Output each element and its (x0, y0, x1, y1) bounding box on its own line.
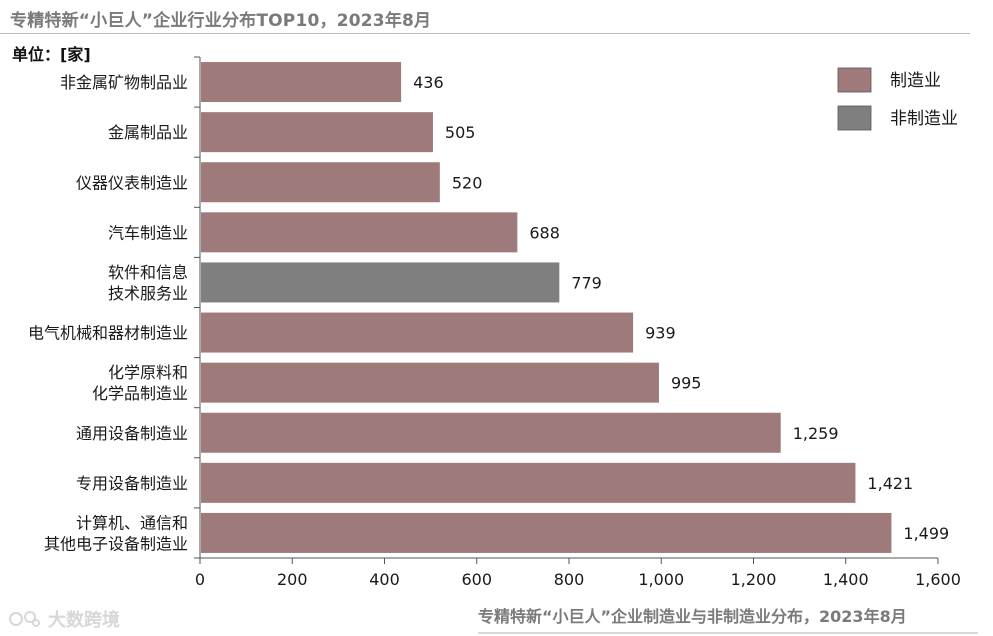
watermark-logo-icon (9, 611, 40, 627)
bar (201, 462, 856, 503)
data-label: 688 (529, 223, 560, 242)
bar (201, 62, 402, 103)
data-label: 520 (452, 173, 483, 192)
category-label: 电气机械和器材制造业 (28, 324, 188, 343)
bar (201, 412, 781, 453)
category-label: 其他电子设备制造业 (44, 534, 188, 553)
data-label: 1,259 (793, 424, 839, 443)
bar (201, 512, 892, 553)
data-label: 436 (413, 73, 444, 92)
watermark-text: 大数跨境 (48, 610, 120, 631)
title-divider (0, 33, 970, 34)
watermark: 大数跨境 (8, 606, 120, 632)
category-label: 金属制品业 (108, 123, 188, 142)
bar (201, 212, 518, 253)
x-tick-label: 1,400 (823, 570, 869, 589)
category-label: 汽车制造业 (108, 223, 188, 242)
bar (201, 262, 560, 303)
x-tick-label: 1,200 (731, 570, 777, 589)
legend-swatch (837, 105, 872, 131)
category-label: 化学原料和 (108, 363, 188, 382)
x-tick-label: 1,600 (915, 570, 961, 589)
data-label: 1,421 (867, 474, 913, 493)
bar (201, 312, 634, 353)
x-tick-label: 200 (277, 570, 308, 589)
category-label: 计算机、通信和 (76, 513, 188, 532)
x-tick-label: 600 (461, 570, 492, 589)
legend-swatch (837, 67, 872, 93)
caption-divider (478, 632, 978, 634)
x-tick-label: 1,000 (638, 570, 684, 589)
x-tick-label: 400 (369, 570, 400, 589)
legend-label: 非制造业 (890, 109, 958, 129)
data-label: 939 (645, 324, 676, 343)
bar (201, 112, 433, 153)
category-label: 非金属矿物制品业 (60, 73, 188, 92)
category-label: 化学品制造业 (92, 384, 188, 403)
category-label: 技术服务业 (108, 284, 188, 303)
data-label: 995 (671, 374, 702, 393)
chart-title: 专精特新“小巨人”企业行业分布TOP10，2023年8月 (10, 11, 432, 31)
legend-label: 制造业 (890, 71, 941, 91)
data-label: 505 (445, 123, 476, 142)
x-tick-label: 800 (554, 570, 585, 589)
data-label: 1,499 (903, 524, 949, 543)
bar (201, 362, 659, 403)
bottom-caption: 专精特新“小巨人”企业制造业与非制造业分布，2023年8月 (478, 607, 907, 626)
category-label: 仪器仪表制造业 (76, 173, 188, 192)
data-label: 779 (571, 273, 602, 292)
category-label: 通用设备制造业 (76, 424, 188, 443)
x-tick-label: 0 (195, 570, 205, 589)
category-label: 软件和信息 (108, 263, 188, 282)
category-label: 专用设备制造业 (76, 474, 188, 493)
unit-label: 单位：[家] (12, 45, 91, 64)
bar (201, 162, 440, 203)
